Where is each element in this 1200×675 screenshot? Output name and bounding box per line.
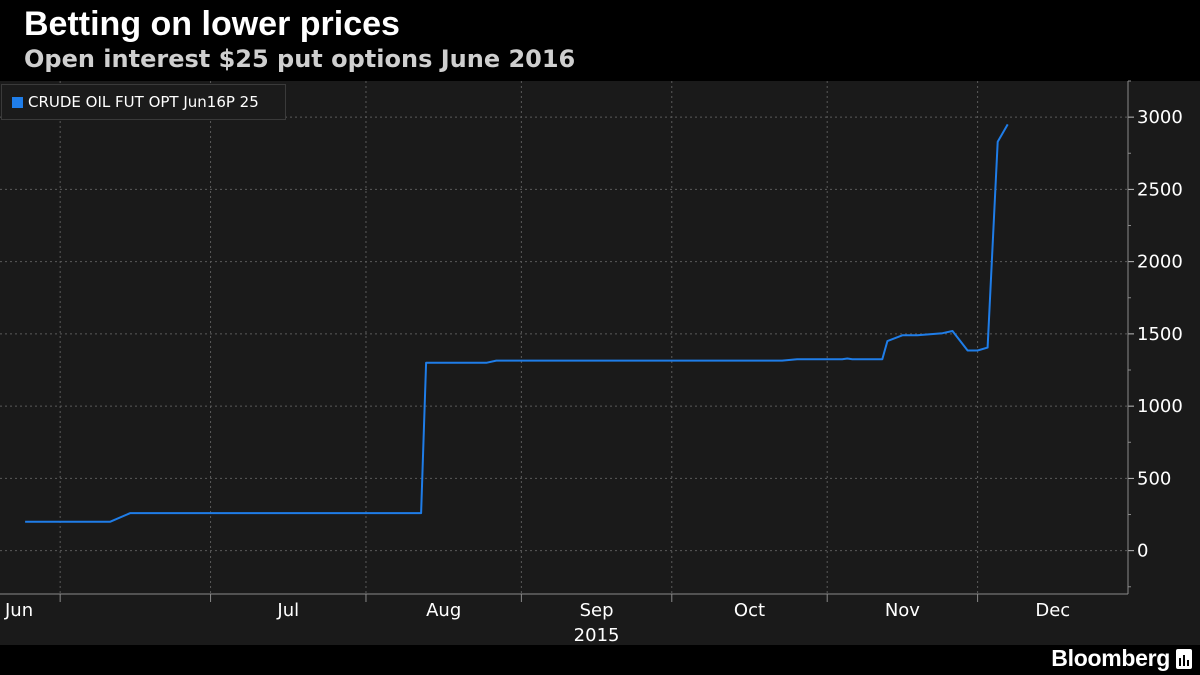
- x-axis-band: [0, 594, 1200, 645]
- chart-subtitle: Open interest $25 put options June 2016: [24, 45, 576, 73]
- x-year-label: 2015: [574, 625, 620, 646]
- x-tick-label: Oct: [734, 600, 765, 621]
- y-tick-label: 500: [1137, 468, 1171, 489]
- plot-area: [0, 81, 1128, 594]
- y-tick-label: 2500: [1137, 179, 1183, 200]
- bloomberg-terminal-icon: [1176, 648, 1192, 669]
- x-tick-label: Nov: [885, 600, 920, 621]
- y-axis-band: [1128, 81, 1200, 594]
- x-tick-label: Jul: [276, 600, 299, 621]
- y-tick-label: 1000: [1137, 396, 1183, 417]
- legend-swatch: [12, 96, 23, 108]
- y-tick-label: 0: [1137, 541, 1148, 562]
- x-tick-label: Dec: [1035, 600, 1070, 621]
- y-tick-label: 2000: [1137, 252, 1183, 273]
- series-line: [25, 123, 1009, 523]
- bloomberg-brand: Bloomberg: [1051, 645, 1192, 672]
- x-tick-label: Aug: [426, 600, 461, 621]
- x-tick-label: Sep: [580, 600, 614, 621]
- y-tick-label: 3000: [1137, 107, 1183, 128]
- brand-logo-text: Bloomberg: [1051, 645, 1170, 671]
- chart-title: Betting on lower prices: [24, 5, 400, 43]
- legend: CRUDE OIL FUT OPT Jun16P 25: [1, 84, 286, 120]
- y-tick-label: 1500: [1137, 324, 1183, 345]
- x-tick-label: Jun: [4, 600, 33, 621]
- legend-label: CRUDE OIL FUT OPT Jun16P 25: [28, 93, 259, 111]
